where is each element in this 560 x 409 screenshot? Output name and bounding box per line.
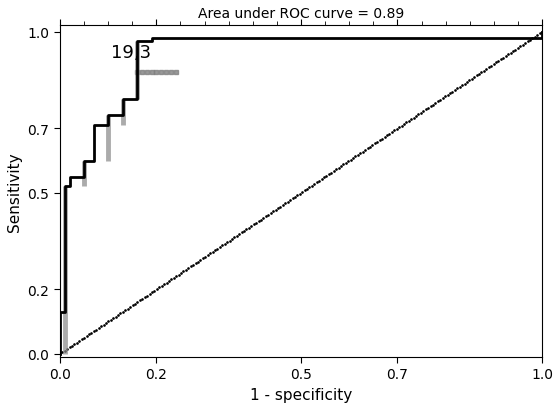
Title: Area under ROC curve = 0.89: Area under ROC curve = 0.89: [198, 7, 404, 21]
Y-axis label: Sensitivity: Sensitivity: [7, 152, 22, 231]
Text: 19,3: 19,3: [110, 44, 151, 62]
X-axis label: 1 - specificity: 1 - specificity: [250, 387, 352, 402]
